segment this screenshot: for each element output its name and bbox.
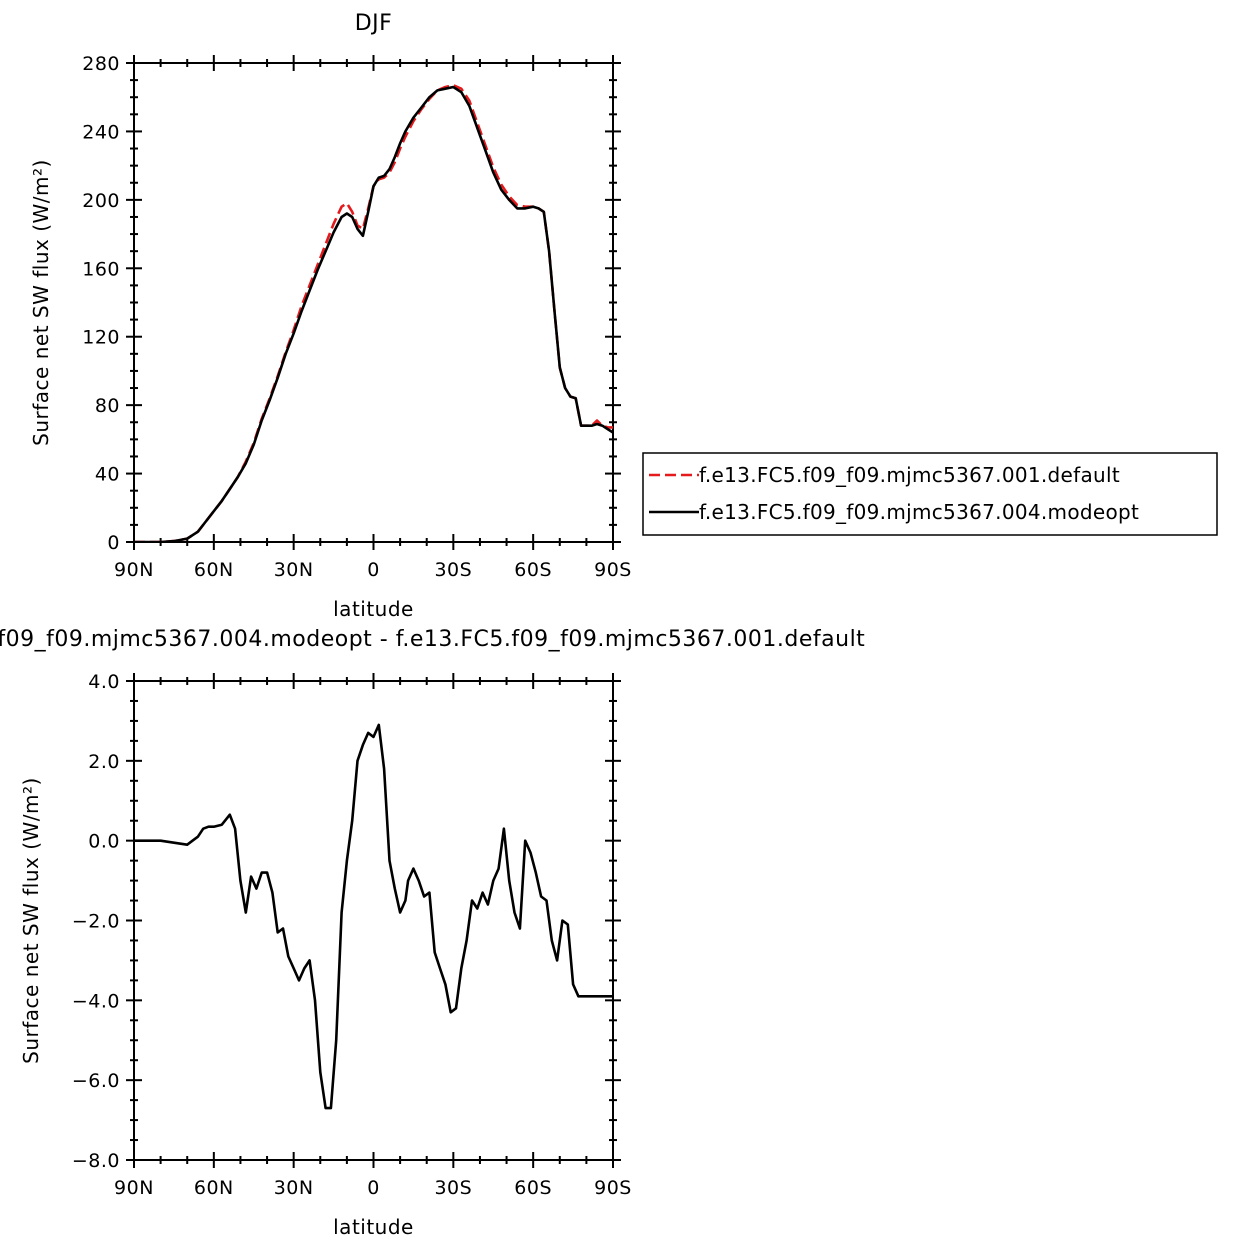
y-tick-label: 2.0 (88, 751, 120, 773)
plot-frame (133, 680, 614, 1161)
chart-title: DJF (355, 11, 393, 36)
x-tick-label: 30S (434, 559, 472, 581)
y-tick-label: 0 (107, 532, 120, 554)
legend-label-0: f.e13.FC5.f09_f09.mjmc5367.001.default (699, 463, 1120, 487)
x-axis-label: latitude (333, 1215, 414, 1239)
bottom-panel: f.e13.FC5.f09_f09.mjmc5367.004.modeopt -… (0, 627, 865, 1239)
legend-label-1: f.e13.FC5.f09_f09.mjmc5367.004.modeopt (699, 500, 1139, 524)
y-tick-label: 280 (82, 53, 120, 75)
x-tick-label: 30S (434, 1177, 472, 1199)
y-axis-label: Surface net SW flux (W/m²) (19, 777, 43, 1064)
legend-box (642, 452, 1218, 536)
x-tick-label: 90S (594, 559, 632, 581)
x-tick-label: 90N (114, 1177, 154, 1199)
x-tick-label: 90N (114, 559, 154, 581)
top-panel: DJF 90N 60N 30N 0 30S 60S 90S 0 40 80 120 160 200 240 2… (29, 11, 1218, 621)
y-axis-label: Surface net SW flux (W/m²) (29, 159, 53, 446)
series-line-1 (134, 85, 613, 542)
y-tick-label: −6.0 (72, 1070, 120, 1092)
series-line-0 (134, 723, 613, 1110)
y-tick-label: −2.0 (72, 911, 120, 933)
y-tick-label: −8.0 (72, 1150, 120, 1172)
series-line-0 (134, 83, 613, 542)
y-tick-label: 200 (82, 190, 120, 212)
plot-frame (133, 62, 614, 543)
y-tick-label: 0.0 (88, 831, 120, 853)
x-tick-label: 90S (594, 1177, 632, 1199)
x-tick-label: 60S (514, 559, 552, 581)
y-tick-label: 160 (82, 258, 120, 280)
chart-title: f.e13.FC5.f09_f09.mjmc5367.004.modeopt -… (0, 627, 865, 652)
y-tick-label: 240 (82, 121, 120, 143)
x-tick-label: 0 (367, 1177, 380, 1199)
x-tick-label: 0 (367, 559, 380, 581)
x-tick-label: 60N (194, 559, 234, 581)
x-tick-label: 60N (194, 1177, 234, 1199)
y-tick-label: 4.0 (88, 671, 120, 693)
x-tick-label: 60S (514, 1177, 552, 1199)
x-axis-label: latitude (333, 597, 414, 621)
y-tick-label: 120 (82, 327, 120, 349)
x-tick-label: 30N (274, 559, 314, 581)
legend: f.e13.FC5.f09_f09.mjmc5367.001.default f.… (642, 452, 1218, 536)
y-tick-label: −4.0 (72, 990, 120, 1012)
y-tick-label: 80 (95, 395, 120, 417)
x-tick-label: 30N (274, 1177, 314, 1199)
y-tick-label: 40 (95, 464, 120, 486)
